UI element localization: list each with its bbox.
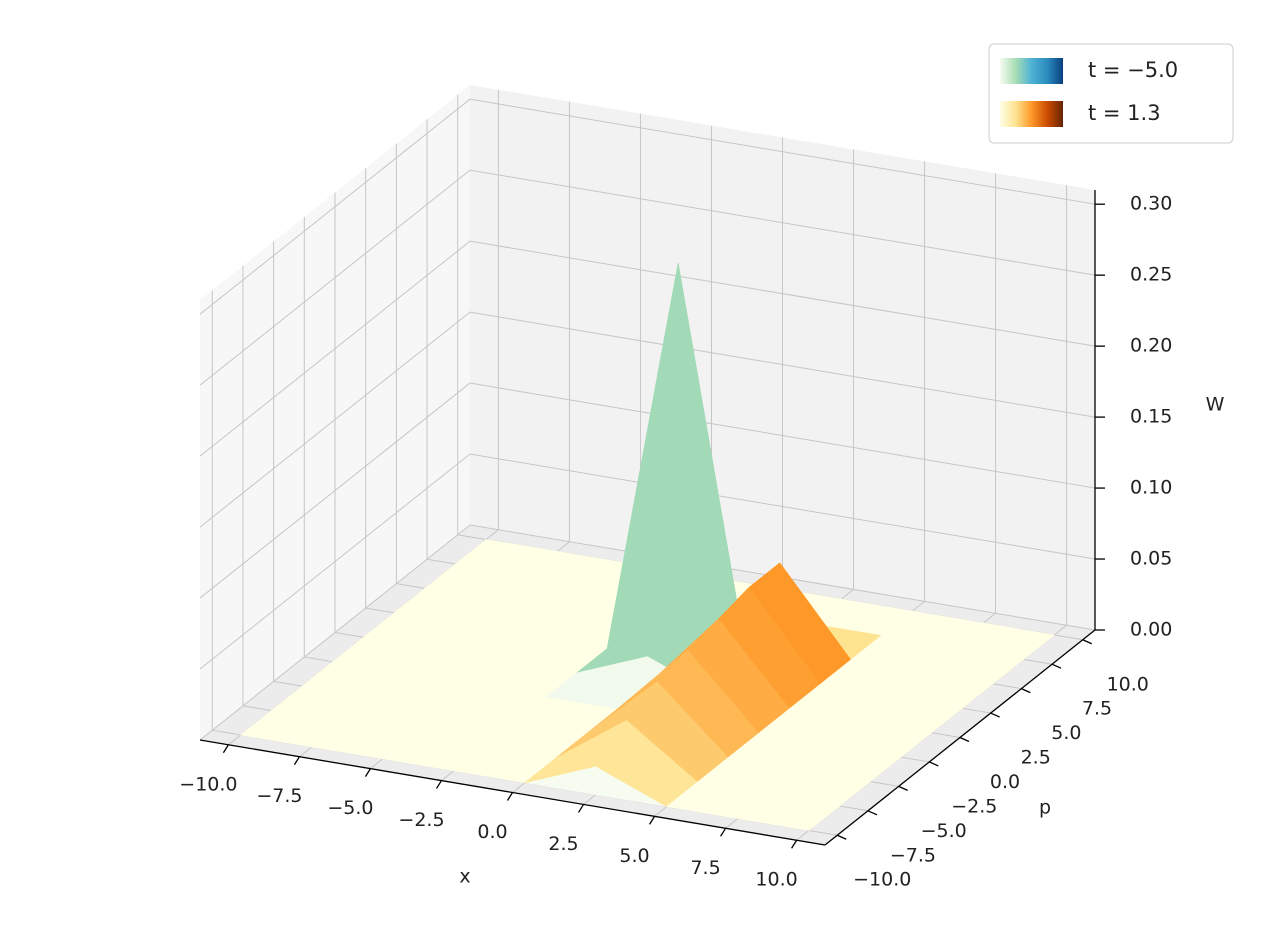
y-tick: [990, 712, 1000, 718]
y-tick-label: −7.5: [890, 844, 936, 866]
surface-patch: [737, 793, 841, 831]
x-tick-label: −7.5: [256, 785, 302, 807]
z-tick-label: 0.05: [1130, 548, 1172, 570]
legend-label: t = 1.3: [1088, 101, 1161, 125]
y-axis-label: p: [1039, 797, 1051, 819]
z-tick-label: 0.30: [1130, 193, 1172, 215]
x-tick: [506, 792, 514, 801]
y-tick: [929, 761, 939, 767]
x-tick: [364, 768, 372, 777]
z-tick-label: 0.25: [1130, 264, 1172, 286]
y-tick: [1082, 639, 1092, 645]
x-tick-label: 5.0: [619, 845, 649, 867]
y-tick-label: 0.0: [990, 771, 1020, 793]
y-tick: [898, 785, 908, 791]
y-tick-label: 2.5: [1021, 747, 1051, 769]
y-tick-label: 7.5: [1082, 698, 1112, 720]
z-tick-label: 0.20: [1130, 335, 1172, 357]
grid-line: [199, 240, 1096, 457]
x-tick-label: 10.0: [755, 869, 797, 891]
z-axis-label: W: [1206, 394, 1225, 416]
x-tick-label: −2.5: [398, 809, 444, 831]
y-tick-label: 5.0: [1051, 722, 1081, 744]
x-tick-label: 2.5: [548, 833, 578, 855]
legend-swatch: [1000, 58, 1063, 84]
surfaces: [239, 263, 1056, 831]
y-tick: [959, 736, 970, 743]
x-tick-label: 0.0: [477, 821, 507, 843]
grid-line: [199, 524, 1096, 741]
y-tick-label: −2.5: [951, 795, 997, 817]
grid-line: [199, 311, 1096, 528]
x-tick-label: 7.5: [690, 857, 720, 879]
y-tick: [837, 834, 847, 840]
x-tick-label: −5.0: [327, 797, 373, 819]
axes: −10.0−7.5−5.0−2.50.02.55.07.510.0 −10.0−7…: [179, 190, 1172, 891]
legend-label: t = −5.0: [1088, 58, 1178, 82]
x-tick: [435, 780, 443, 789]
x-tick: [791, 839, 798, 849]
grid-line: [199, 169, 1096, 386]
x-axis-label: x: [459, 866, 470, 888]
x-tick: [648, 816, 656, 825]
x-tick: [720, 827, 727, 837]
z-tick-label: 0.15: [1130, 406, 1172, 428]
x-tick: [222, 744, 229, 754]
y-tick-label: 10.0: [1107, 673, 1149, 695]
y-tick-label: −10.0: [853, 869, 911, 891]
x-tick: [577, 804, 585, 813]
legend-swatch: [1000, 101, 1063, 127]
grid-line: [199, 382, 1096, 599]
y-tick-label: −5.0: [921, 820, 967, 842]
z-tick-label: 0.00: [1130, 619, 1172, 641]
x-tick: [293, 756, 300, 766]
z-tick-label: 0.10: [1130, 477, 1172, 499]
y-tick: [867, 810, 878, 816]
legend: t = −5.0 t = 1.3: [988, 43, 1234, 144]
x-tick-label: −10.0: [179, 773, 237, 795]
y-tick: [1051, 663, 1062, 669]
grid-line: [199, 453, 1096, 670]
y-tick: [1021, 688, 1031, 694]
grid-line: [199, 98, 1096, 315]
